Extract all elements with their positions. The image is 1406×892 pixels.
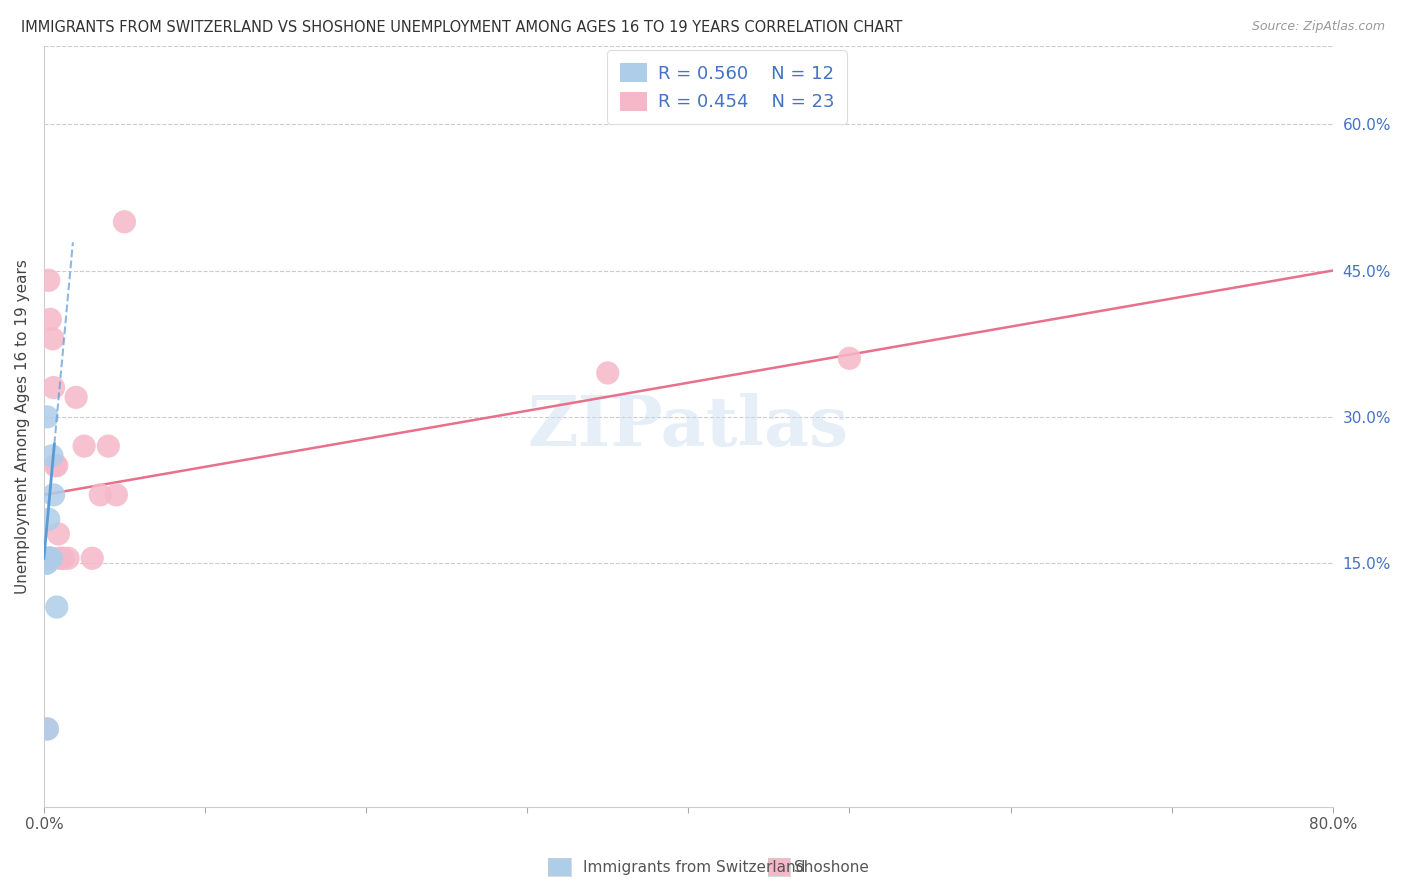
Point — [37, 551, 59, 566]
Point — [52, 551, 75, 566]
Point — [39, 551, 62, 566]
Y-axis label: Unemployment Among Ages 16 to 19 years: Unemployment Among Ages 16 to 19 years — [15, 260, 30, 594]
Point — [596, 366, 619, 380]
Text: Source: ZipAtlas.com: Source: ZipAtlas.com — [1251, 20, 1385, 33]
Point — [39, 551, 62, 566]
Point — [56, 551, 79, 566]
Point — [37, 551, 59, 566]
Point — [97, 439, 120, 453]
Point — [105, 488, 128, 502]
Point — [838, 351, 860, 366]
Point — [35, 551, 58, 566]
Point — [65, 390, 87, 404]
Point — [39, 312, 62, 326]
Point — [44, 458, 66, 473]
Point — [114, 215, 136, 229]
Point — [35, 556, 58, 570]
Text: ZIPatlas: ZIPatlas — [527, 393, 849, 460]
Point — [38, 512, 60, 526]
Text: Immigrants from Switzerland: Immigrants from Switzerland — [583, 860, 806, 874]
Point — [49, 551, 72, 566]
Point — [35, 556, 58, 570]
Point — [41, 449, 63, 463]
Point — [39, 551, 62, 566]
Text: Shoshone: Shoshone — [794, 860, 869, 874]
Point — [37, 722, 59, 736]
Point — [38, 273, 60, 287]
Point — [42, 488, 65, 502]
Point — [48, 527, 70, 541]
Point — [89, 488, 111, 502]
Point — [82, 551, 104, 566]
Legend: R = 0.560    N = 12, R = 0.454    N = 23: R = 0.560 N = 12, R = 0.454 N = 23 — [607, 50, 846, 124]
Point — [37, 722, 59, 736]
Point — [45, 600, 67, 615]
Point — [42, 381, 65, 395]
Point — [45, 458, 67, 473]
Point — [42, 332, 65, 346]
Text: IMMIGRANTS FROM SWITZERLAND VS SHOSHONE UNEMPLOYMENT AMONG AGES 16 TO 19 YEARS C: IMMIGRANTS FROM SWITZERLAND VS SHOSHONE … — [21, 20, 903, 35]
Point — [37, 409, 59, 424]
Point — [73, 439, 96, 453]
Point — [38, 551, 60, 566]
